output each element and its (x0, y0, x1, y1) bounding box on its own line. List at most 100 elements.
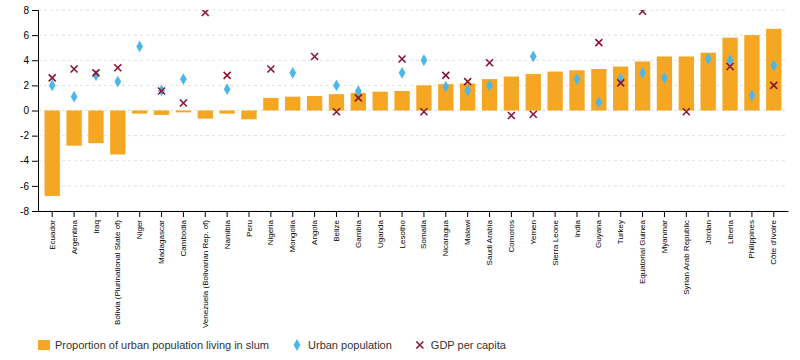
point (333, 79, 340, 91)
tick-mark (74, 211, 75, 217)
tick-mark (751, 211, 752, 217)
tick-label: Venezuela (Bolivarian Rep. of) (201, 220, 210, 328)
bar (132, 111, 147, 114)
point (508, 112, 515, 119)
tick: Jordan (704, 211, 713, 244)
tick: Lesotho (398, 211, 407, 248)
tick: Nicaragua (441, 211, 450, 256)
bar (263, 98, 278, 111)
tick: Somalia (419, 211, 428, 249)
tick-label: Niger (135, 220, 144, 239)
tick-mark (598, 211, 599, 217)
tick-label: Angola (310, 219, 319, 244)
tick-mark (249, 211, 250, 217)
tick-mark (292, 211, 293, 217)
bar (569, 70, 584, 110)
point (727, 63, 734, 70)
legend-item: GDP per capita (416, 339, 506, 351)
tick: 4 (23, 55, 38, 66)
tick-label: Syrian Arab Republic (682, 220, 691, 295)
bar (373, 92, 388, 111)
point (93, 69, 100, 81)
tick-mark (52, 211, 53, 217)
point (530, 51, 537, 63)
bar (198, 111, 213, 119)
legend-label: Urban population (308, 339, 392, 351)
point (749, 90, 756, 102)
tick-label: Jordan (704, 220, 713, 244)
point (49, 74, 56, 81)
tick-mark (445, 211, 446, 217)
bar (744, 35, 759, 110)
tick: Malawi (463, 211, 472, 245)
point (71, 91, 78, 103)
tick: Philippines (747, 211, 756, 259)
tick-mark (32, 211, 38, 212)
axis-line (39, 211, 789, 212)
point (661, 72, 668, 84)
tick-mark (270, 211, 271, 217)
tick-label: Somalia (419, 219, 428, 248)
tick-label: Bolivia (Plurinational State of) (113, 220, 122, 325)
tick: Nigeria (266, 211, 275, 245)
bar (766, 29, 781, 111)
bar (285, 97, 300, 111)
point (136, 41, 143, 53)
tick-label: 8 (23, 5, 29, 16)
tick-label: Saudi Arabia (485, 219, 494, 265)
bar (657, 56, 672, 110)
tick: Myanmar (660, 211, 669, 253)
tick-mark (380, 211, 381, 217)
bar (504, 77, 519, 111)
bar (219, 111, 234, 114)
tick-label: Mongolia (288, 219, 297, 252)
y-axis: -8-6-4-202468 (20, 5, 38, 217)
bar (45, 111, 60, 196)
point (333, 108, 340, 115)
tick-mark (32, 111, 38, 112)
tick-mark (423, 211, 424, 217)
point (71, 66, 78, 73)
tick: 8 (23, 5, 38, 16)
tick: Cambodia (179, 211, 188, 256)
point (639, 10, 646, 15)
tick-mark (117, 211, 118, 217)
tick: Angola (310, 211, 319, 245)
series-0 (45, 29, 782, 196)
tick-mark (686, 211, 687, 217)
tick-mark (620, 211, 621, 217)
tick: Venezuela (Bolivarian Rep. of) (201, 211, 210, 328)
bar (307, 96, 322, 110)
point (442, 72, 449, 79)
tick-label: Myanmar (660, 220, 669, 254)
tick-label: Liberia (726, 219, 735, 244)
bar (635, 62, 650, 111)
legend: Proportion of urban population living in… (38, 339, 507, 351)
point (289, 67, 296, 79)
point (399, 67, 406, 79)
tick: Guyana (594, 211, 603, 248)
tick-mark (32, 186, 38, 187)
tick-label: Peru (245, 220, 254, 237)
legend-label: GDP per capita (431, 339, 507, 351)
tick-mark (664, 211, 665, 217)
grid-line (38, 135, 788, 136)
tick-label: Nicaragua (441, 219, 450, 256)
bar (547, 72, 562, 111)
chart: -8-6-4-202468EcuadorArgentinaIraqBolivia… (0, 0, 800, 360)
legend-label: Proportion of urban population living in… (55, 339, 269, 351)
bar (154, 111, 169, 115)
tick: India (573, 211, 582, 237)
point (442, 81, 449, 93)
point (202, 10, 209, 16)
point (158, 85, 165, 97)
tick-mark (161, 211, 162, 217)
tick-label: Nigeria (266, 219, 275, 245)
tick-mark (139, 211, 140, 217)
bar (701, 53, 716, 111)
tick: Ecuador (48, 211, 57, 250)
bar (110, 111, 125, 155)
tick-mark (183, 211, 184, 217)
point (311, 53, 318, 60)
point (639, 67, 646, 79)
